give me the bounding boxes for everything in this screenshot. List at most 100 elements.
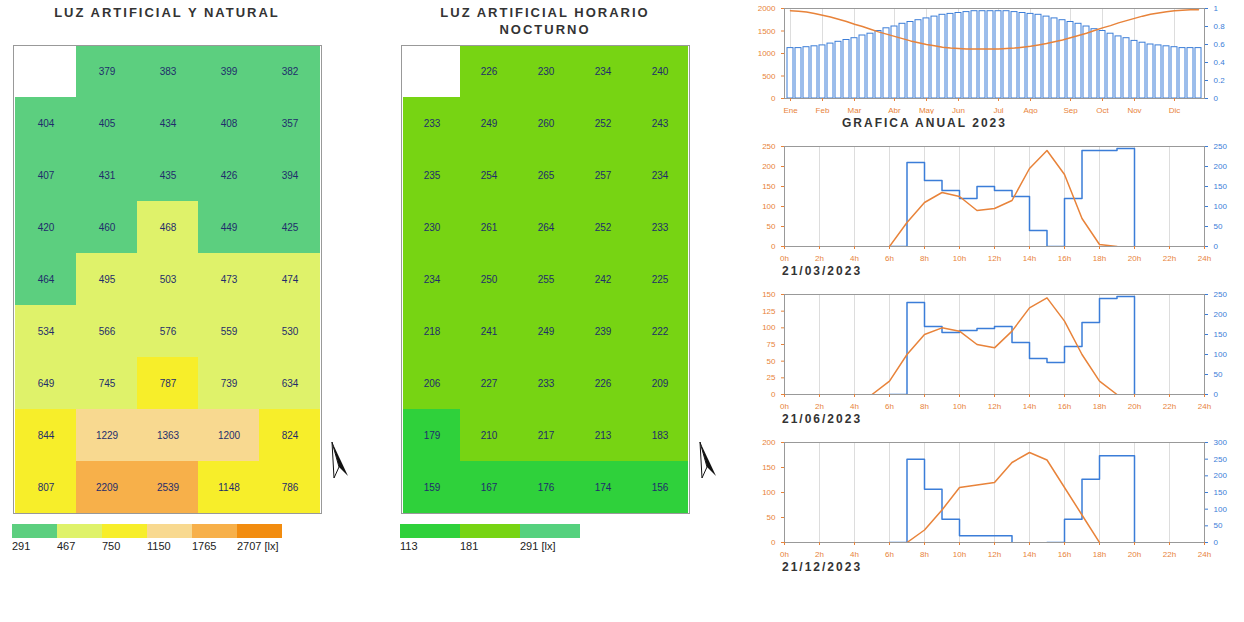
svg-text:566: 566 — [99, 326, 116, 337]
svg-text:426: 426 — [221, 170, 238, 181]
svg-text:10h: 10h — [953, 550, 966, 558]
svg-text:176: 176 — [538, 482, 555, 493]
svg-text:634: 634 — [282, 378, 299, 389]
svg-text:50: 50 — [1214, 222, 1223, 231]
svg-text:254: 254 — [481, 170, 498, 181]
svg-text:22h: 22h — [1163, 550, 1176, 558]
svg-text:2h: 2h — [815, 550, 824, 558]
svg-text:14h: 14h — [1023, 550, 1036, 558]
svg-text:0h: 0h — [780, 402, 789, 410]
svg-text:18h: 18h — [1093, 254, 1106, 262]
svg-text:1000: 1000 — [758, 49, 776, 58]
svg-text:22h: 22h — [1163, 402, 1176, 410]
svg-text:807: 807 — [38, 482, 55, 493]
svg-text:0: 0 — [1214, 538, 1219, 547]
svg-text:559: 559 — [221, 326, 238, 337]
svg-text:8h: 8h — [920, 550, 929, 558]
svg-text:12h: 12h — [988, 402, 1001, 410]
svg-text:357: 357 — [282, 118, 299, 129]
svg-text:449: 449 — [221, 222, 238, 233]
svg-text:234: 234 — [652, 170, 669, 181]
svg-text:234: 234 — [595, 66, 612, 77]
svg-text:24h: 24h — [1198, 402, 1211, 410]
svg-text:50: 50 — [1214, 370, 1223, 379]
svg-text:431: 431 — [99, 170, 116, 181]
svg-text:14h: 14h — [1023, 254, 1036, 262]
svg-text:0.2: 0.2 — [1214, 76, 1226, 85]
svg-text:100: 100 — [1214, 505, 1228, 514]
svg-text:226: 226 — [595, 378, 612, 389]
svg-text:159: 159 — [424, 482, 441, 493]
svg-text:200: 200 — [1214, 162, 1228, 171]
svg-text:18h: 18h — [1093, 550, 1106, 558]
svg-text:8h: 8h — [920, 254, 929, 262]
svg-text:252: 252 — [595, 222, 612, 233]
svg-text:534: 534 — [38, 326, 55, 337]
svg-text:230: 230 — [538, 66, 555, 77]
svg-text:382: 382 — [282, 66, 299, 77]
svg-text:50: 50 — [767, 222, 776, 231]
svg-text:20h: 20h — [1128, 254, 1141, 262]
svg-text:75: 75 — [767, 340, 776, 349]
svg-text:435: 435 — [160, 170, 177, 181]
svg-text:12h: 12h — [988, 550, 1001, 558]
svg-text:200: 200 — [1214, 471, 1228, 480]
svg-text:250: 250 — [762, 142, 776, 151]
svg-text:24h: 24h — [1198, 550, 1211, 558]
svg-text:434: 434 — [160, 118, 177, 129]
svg-text:6h: 6h — [885, 402, 894, 410]
svg-text:1229: 1229 — [96, 430, 119, 441]
svg-text:200: 200 — [1214, 310, 1228, 319]
svg-text:210: 210 — [481, 430, 498, 441]
svg-text:474: 474 — [282, 274, 299, 285]
svg-text:Nov: Nov — [1127, 106, 1141, 114]
svg-text:242: 242 — [595, 274, 612, 285]
svg-text:16h: 16h — [1058, 402, 1071, 410]
svg-text:50: 50 — [767, 357, 776, 366]
svg-text:2209: 2209 — [96, 482, 119, 493]
svg-text:787: 787 — [160, 378, 177, 389]
svg-text:50: 50 — [1214, 521, 1223, 530]
svg-text:0: 0 — [771, 538, 776, 547]
svg-text:206: 206 — [424, 378, 441, 389]
svg-text:150: 150 — [1214, 330, 1228, 339]
svg-text:225: 225 — [652, 274, 669, 285]
svg-text:Jul: Jul — [993, 106, 1003, 114]
svg-text:4h: 4h — [850, 402, 859, 410]
svg-text:227: 227 — [481, 378, 498, 389]
svg-text:Oct: Oct — [1096, 106, 1109, 114]
svg-text:0: 0 — [771, 242, 776, 251]
svg-text:257: 257 — [595, 170, 612, 181]
svg-text:250: 250 — [1214, 142, 1228, 151]
svg-text:405: 405 — [99, 118, 116, 129]
svg-text:495: 495 — [99, 274, 116, 285]
svg-text:0.8: 0.8 — [1214, 22, 1226, 31]
svg-text:100: 100 — [762, 488, 776, 497]
svg-text:150: 150 — [762, 290, 776, 299]
svg-text:500: 500 — [762, 72, 776, 81]
svg-text:824: 824 — [282, 430, 299, 441]
svg-text:240: 240 — [652, 66, 669, 77]
svg-text:230: 230 — [424, 222, 441, 233]
svg-text:174: 174 — [595, 482, 612, 493]
svg-text:4h: 4h — [850, 254, 859, 262]
svg-text:383: 383 — [160, 66, 177, 77]
svg-text:739: 739 — [221, 378, 238, 389]
svg-text:100: 100 — [1214, 350, 1228, 359]
svg-text:14h: 14h — [1023, 402, 1036, 410]
svg-text:6h: 6h — [885, 550, 894, 558]
svg-text:18h: 18h — [1093, 402, 1106, 410]
svg-text:241: 241 — [481, 326, 498, 337]
svg-text:150: 150 — [1214, 182, 1228, 191]
svg-text:2h: 2h — [815, 254, 824, 262]
svg-text:233: 233 — [652, 222, 669, 233]
svg-text:235: 235 — [424, 170, 441, 181]
svg-text:0: 0 — [771, 94, 776, 103]
svg-text:Ago: Ago — [1023, 106, 1038, 114]
svg-text:Abr: Abr — [888, 106, 901, 114]
svg-text:260: 260 — [538, 118, 555, 129]
svg-text:22h: 22h — [1163, 254, 1176, 262]
svg-text:233: 233 — [538, 378, 555, 389]
svg-text:420: 420 — [38, 222, 55, 233]
svg-text:0: 0 — [1214, 242, 1219, 251]
